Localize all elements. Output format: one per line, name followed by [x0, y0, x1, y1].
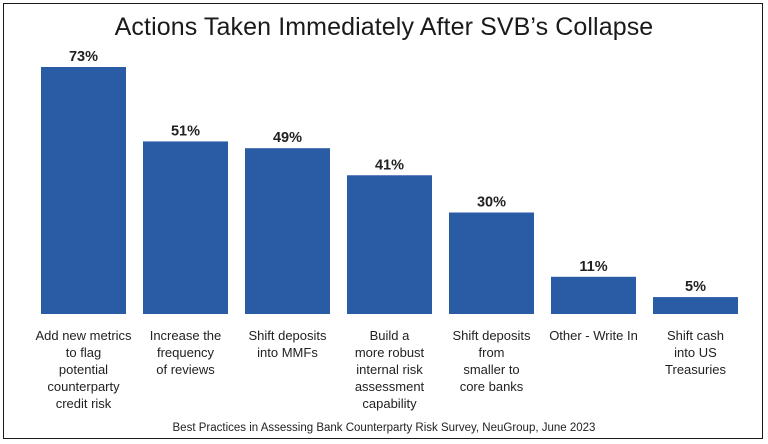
category-label-5: Shift deposits from smaller to core banks — [452, 328, 531, 394]
value-label-3: 49% — [273, 130, 302, 146]
bar-3 — [245, 148, 330, 314]
category-label-3: Shift deposits into MMFs — [248, 328, 327, 360]
value-label-1: 73% — [69, 49, 98, 65]
bar-6 — [551, 276, 636, 314]
category-label-7: Shift cash into US Treasuries — [665, 328, 726, 377]
bar-4 — [347, 175, 432, 314]
chart-title: Actions Taken Immediately After SVB’s Co… — [114, 13, 654, 41]
bar-7 — [653, 297, 738, 314]
value-label-5: 30% — [477, 194, 506, 210]
bar-5 — [449, 212, 534, 314]
chart-source-note: Best Practices in Assessing Bank Counter… — [172, 422, 596, 434]
bar-chart: 73% Add new metrics to flag potential counte… — [35, 49, 738, 411]
chart-frame: Actions Taken Immediately After SVB’s Co… — [3, 3, 763, 439]
value-label-6: 11% — [579, 259, 607, 275]
value-label-7: 5% — [685, 279, 706, 295]
bar-2 — [143, 141, 228, 314]
bar-1 — [41, 67, 126, 314]
category-label-1: Add new metrics to flag potential counterpa… — [35, 328, 132, 411]
category-label-2: Increase the frequency of reviews — [150, 328, 222, 377]
category-label-6: Other - Write In — [549, 328, 638, 343]
value-label-4: 41% — [375, 157, 404, 173]
value-label-2: 51% — [171, 123, 200, 139]
category-label-4: Build a more robust internal risk assessmen… — [355, 328, 425, 411]
